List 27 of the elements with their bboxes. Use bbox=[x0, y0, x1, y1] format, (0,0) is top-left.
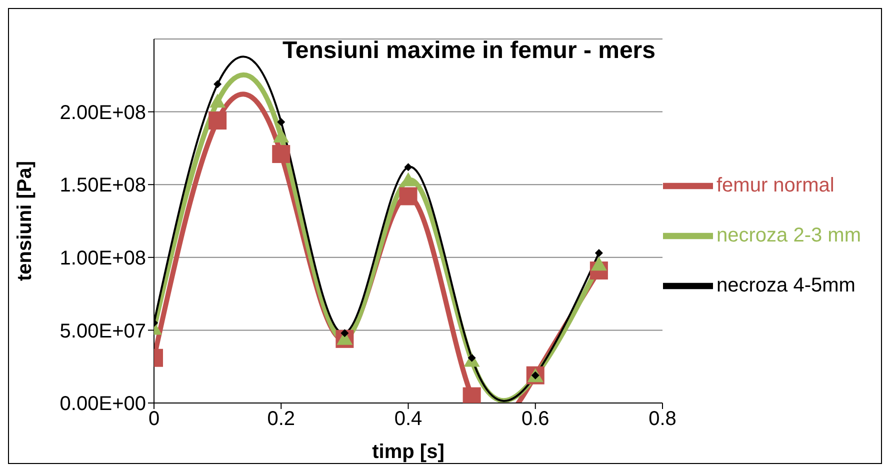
legend-label: necroza 4-5mm bbox=[716, 274, 856, 296]
x-tick-label: 0.4 bbox=[394, 408, 422, 430]
y-tick-label: 1.00E+08 bbox=[60, 248, 146, 270]
point bbox=[399, 187, 418, 206]
point bbox=[404, 163, 412, 172]
point bbox=[208, 112, 227, 130]
x-tick-label: 0.6 bbox=[521, 408, 550, 430]
y-tick-label: 5.00E+07 bbox=[60, 320, 146, 342]
y-tick-label: 1.50E+08 bbox=[60, 174, 146, 197]
y-tick-label: 0.00E+00 bbox=[60, 393, 146, 416]
x-tick-label: 0.2 bbox=[267, 408, 296, 430]
point bbox=[590, 256, 607, 271]
point bbox=[277, 118, 286, 126]
point bbox=[214, 80, 222, 88]
point bbox=[273, 128, 290, 143]
x-tick-label: 0.8 bbox=[648, 408, 676, 430]
legend-label: necroza 2-3 mm bbox=[716, 224, 861, 246]
chart-title: Tensiuni maxime in femur - mers bbox=[282, 37, 656, 65]
point bbox=[210, 94, 226, 108]
y-axis-title: tensiuni [Pa] bbox=[14, 160, 36, 282]
y-tick-label: 2.00E+08 bbox=[60, 102, 146, 124]
point bbox=[594, 249, 603, 258]
point bbox=[272, 145, 290, 164]
point bbox=[340, 329, 349, 338]
x-axis-title: timp [s] bbox=[372, 441, 444, 463]
x-tick-label: 0 bbox=[148, 408, 160, 430]
legend-label: femur normal bbox=[716, 174, 834, 196]
